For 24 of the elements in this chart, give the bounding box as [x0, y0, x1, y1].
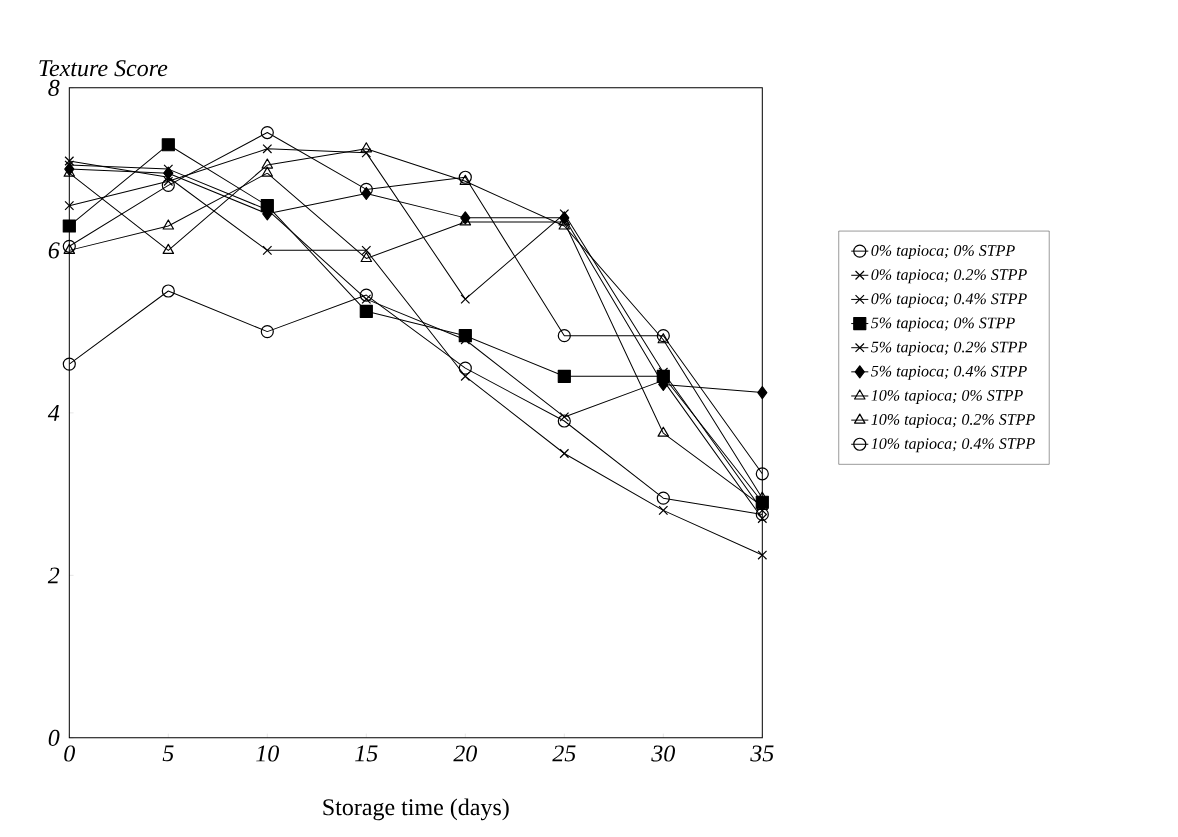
legend-label: 10% tapioca; 0.4% STPP [871, 438, 1035, 453]
legend-label: 0% tapioca; 0.4% STPP [871, 293, 1027, 308]
x-tick-label: 5 [162, 745, 174, 762]
x-tick-label: 30 [651, 745, 675, 762]
legend-label: 0% tapioca; 0.2% STPP [871, 269, 1027, 284]
y-axis-title: Texture Score [39, 60, 168, 77]
legend-label: 0% tapioca; 0% STPP [871, 245, 1015, 260]
y-tick-label: 0 [48, 729, 60, 746]
x-tick-label: 20 [453, 745, 477, 762]
legend-label: 10% tapioca; 0% STPP [871, 389, 1023, 404]
x-tick-label: 0 [64, 745, 76, 762]
x-tick-label: 10 [256, 745, 280, 762]
x-axis-title: Storage time (days) [323, 798, 509, 821]
x-tick-label: 25 [552, 745, 576, 762]
x-tick-label: 15 [355, 745, 378, 762]
legend-label: 10% tapioca; 0.2% STPP [871, 414, 1035, 429]
legend-label: 5% tapioca; 0.2% STPP [871, 341, 1027, 356]
y-tick-label: 4 [47, 404, 60, 421]
legend-label: 5% tapioca; 0% STPP [871, 317, 1015, 332]
legend-label: 5% tapioca; 0.4% STPP [871, 365, 1027, 380]
x-tick-label: 35 [750, 745, 774, 762]
y-tick-label: 8 [48, 79, 60, 96]
y-tick-label: 2 [47, 567, 60, 584]
y-tick-label: 6 [48, 242, 60, 259]
